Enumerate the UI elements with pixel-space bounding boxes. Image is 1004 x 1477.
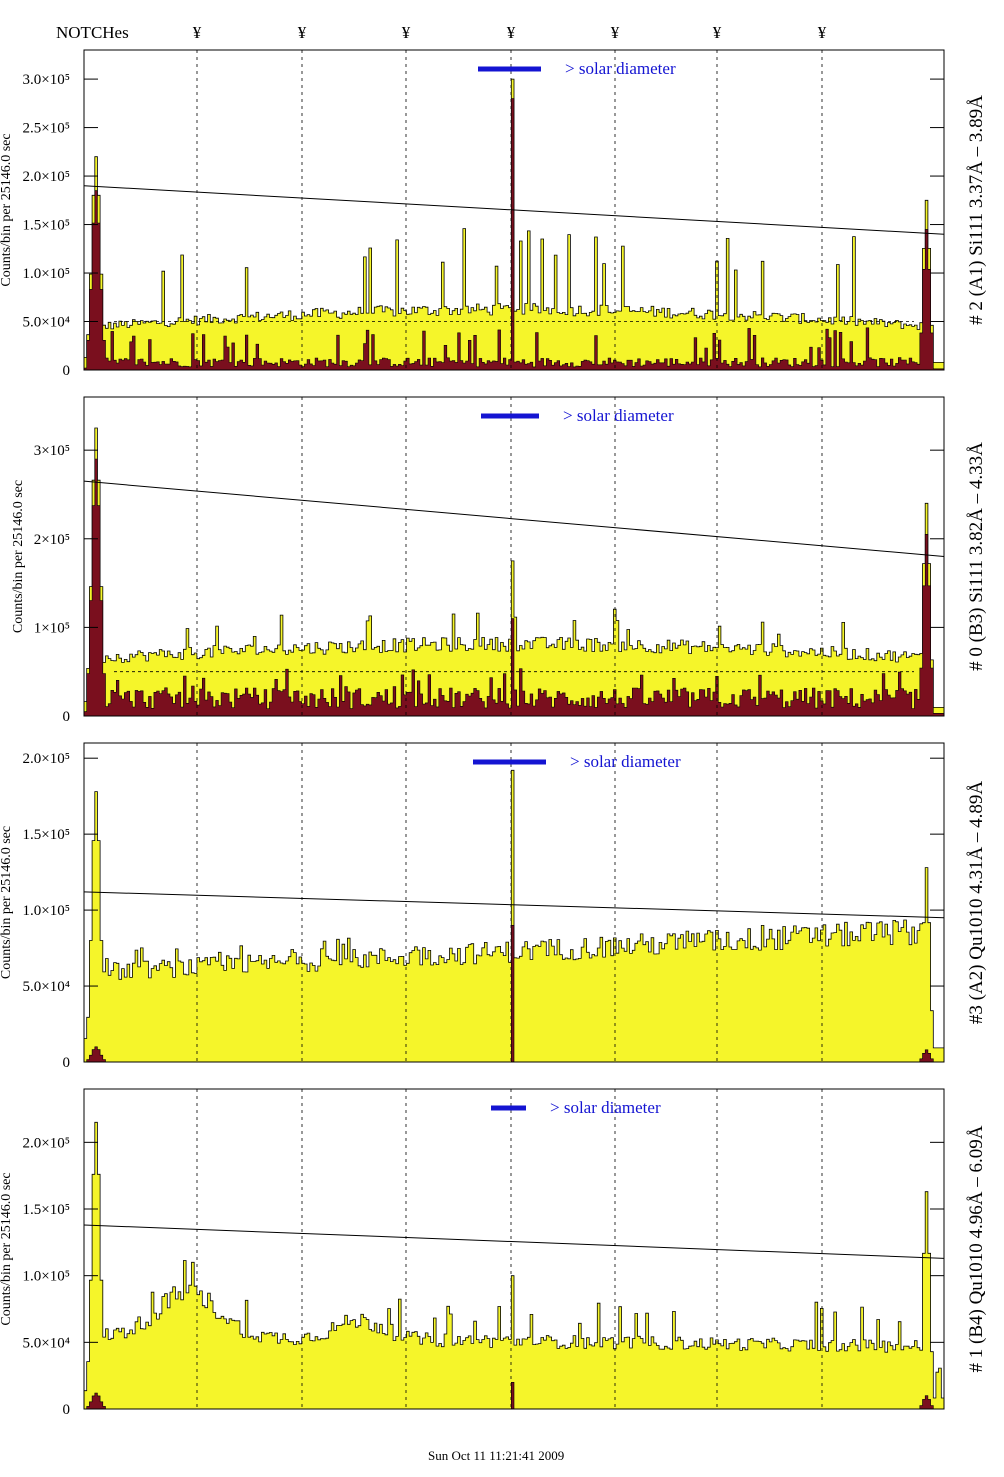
y-axis-label: Counts/bin per 25146.0 sec xyxy=(0,133,14,286)
y-tick-label: 2×10⁵ xyxy=(34,532,70,548)
footer-timestamp: Sun Oct 11 11:21:41 2009 xyxy=(428,1448,564,1463)
panel-label: #3 (A2) Qu1010 4.31Å – 4.89Å xyxy=(966,781,987,1025)
notches-header: NOTCHes ¥ ¥ ¥ ¥ ¥ ¥ ¥ xyxy=(56,23,827,42)
notch-marker-7: ¥ xyxy=(818,23,827,42)
y-axis-label: Counts/bin per 25146.0 sec xyxy=(0,826,14,979)
notch-marker-1: ¥ xyxy=(193,23,202,42)
y-tick-label: 0 xyxy=(63,363,71,379)
panel-label: # 0 (B3) Si111 3.82Å – 4.33Å xyxy=(966,442,987,671)
y-tick-label: 1.5×10⁵ xyxy=(23,1202,70,1218)
y-tick-label: 0 xyxy=(63,1402,71,1418)
notch-markers: ¥ ¥ ¥ ¥ ¥ ¥ ¥ xyxy=(193,23,827,42)
y-tick-label: 3×10⁵ xyxy=(34,443,70,459)
y-tick-label: 1.5×10⁵ xyxy=(23,827,70,843)
solar-diameter-label: > solar diameter xyxy=(570,752,681,771)
notches-label: NOTCHes xyxy=(56,23,129,42)
y-tick-label: 2.5×10⁵ xyxy=(23,121,70,137)
panel-label: # 1 (B4) Qu1010 4.96Å – 6.09Å xyxy=(966,1125,987,1372)
panel-2: 0 1×10⁵ 2×10⁵ 3×10⁵ Counts/bin per 25146.0 s… xyxy=(11,396,987,725)
panel-4: 0 5.0×10⁴ 1.0×10⁵ 1.5×10⁵ 2.0×10⁵ Counts/bin … xyxy=(0,1088,987,1418)
trend-line xyxy=(83,480,945,557)
y-tick-label: 2.0×10⁵ xyxy=(23,751,70,767)
panel-3: 0 5.0×10⁴ 1.0×10⁵ 1.5×10⁵ 2.0×10⁵ Counts/bin … xyxy=(0,742,987,1071)
y-tick-label: 2.0×10⁵ xyxy=(23,169,70,185)
total-counts-series xyxy=(83,769,945,1063)
trend-line xyxy=(83,1224,945,1259)
solar-diameter-label: > solar diameter xyxy=(563,406,674,425)
plot-frame xyxy=(83,396,945,717)
plot-frame xyxy=(83,742,945,1063)
panel-label: # 2 (A1) Si111 3.37Å – 3.89Å xyxy=(966,95,987,325)
total-counts-series xyxy=(83,1121,945,1410)
total-counts-series xyxy=(83,427,945,717)
y-tick-label: 0 xyxy=(63,1055,71,1071)
panel-1: 0 5.0×10⁴ 1.0×10⁵ 1.5×10⁵ 2.0×10⁵ 2.5×10⁵ 3.0×… xyxy=(0,49,987,379)
notch-marker-2: ¥ xyxy=(298,23,307,42)
trend-line xyxy=(83,185,945,235)
trend-line xyxy=(83,891,945,919)
notch-marker-4: ¥ xyxy=(507,23,516,42)
y-axis-label: Counts/bin per 25146.0 sec xyxy=(0,1172,14,1325)
y-tick-label: 1.5×10⁵ xyxy=(23,218,70,234)
solar-diameter-label: > solar diameter xyxy=(550,1098,661,1117)
y-tick-label: 1.0×10⁵ xyxy=(23,266,70,282)
y-tick-label: 5.0×10⁴ xyxy=(23,315,70,331)
y-tick-label: 1×10⁵ xyxy=(34,620,70,636)
y-tick-label: 5.0×10⁴ xyxy=(23,979,70,995)
y-tick-label: 0 xyxy=(63,709,71,725)
y-tick-label: 5.0×10⁴ xyxy=(23,1335,70,1351)
solar-diameter-label: > solar diameter xyxy=(565,59,676,78)
y-tick-label: 1.0×10⁵ xyxy=(23,1269,70,1285)
subset-counts-series xyxy=(83,458,945,717)
notch-marker-3: ¥ xyxy=(402,23,411,42)
y-tick-label: 3.0×10⁵ xyxy=(23,72,70,88)
notch-marker-6: ¥ xyxy=(713,23,722,42)
y-axis-label: Counts/bin per 25146.0 sec xyxy=(11,480,26,633)
notch-marker-5: ¥ xyxy=(611,23,620,42)
plot-frame xyxy=(83,1088,945,1410)
y-tick-label: 2.0×10⁵ xyxy=(23,1135,70,1151)
panels: 0 5.0×10⁴ 1.0×10⁵ 1.5×10⁵ 2.0×10⁵ 2.5×10⁵ 3.0×… xyxy=(0,49,987,1418)
y-tick-label: 1.0×10⁵ xyxy=(23,903,70,919)
plot-frame xyxy=(83,49,945,371)
